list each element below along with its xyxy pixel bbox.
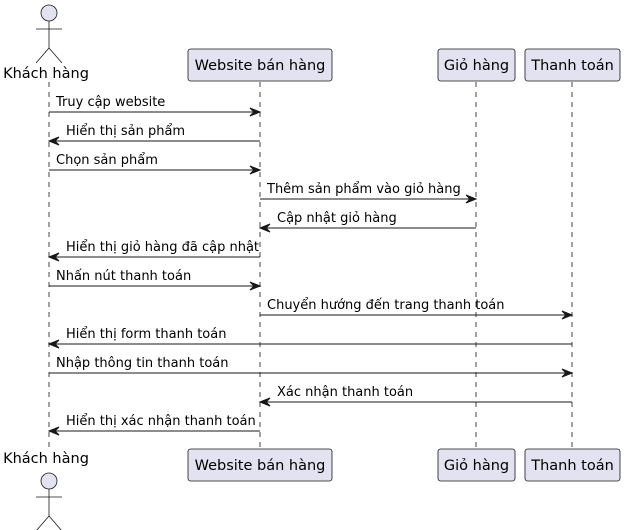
message-label: Truy cập website: [55, 95, 165, 110]
participant-box: [437, 448, 516, 482]
actor-bottom: Khách hàng: [3, 451, 89, 530]
arrowhead-icon: [249, 107, 262, 117]
participant-box: [524, 448, 621, 482]
arrowhead-icon: [47, 339, 60, 349]
message-label: Chuyển hướng đến trang thanh toán: [267, 298, 505, 313]
arrowhead-icon: [465, 194, 478, 204]
message-2: Hiển thị sản phẩm: [47, 124, 260, 146]
participant-box: [187, 48, 333, 82]
participant-label: Thanh toán: [530, 58, 614, 74]
messages: Truy cập website Hiển thị sản phẩm Chọn sả…: [47, 95, 574, 436]
message-5: Cập nhật giỏ hàng: [258, 211, 476, 233]
message-label: Hiển thị sản phẩm: [66, 124, 185, 139]
message-label: Thêm sản phẩm vào giỏ hàng: [266, 182, 461, 197]
arrowhead-icon: [47, 136, 60, 146]
actor-top: Khách hàng: [3, 4, 89, 82]
participant-box: [187, 448, 333, 482]
arrowhead-icon: [258, 223, 271, 233]
message-label: Nhấn nút thanh toán: [56, 269, 191, 284]
participant-payment-bottom: Thanh toán: [524, 448, 621, 482]
message-3: Chọn sản phẩm: [49, 153, 262, 175]
message-11: Xác nhận thanh toán: [258, 385, 572, 407]
message-label: Nhập thông tin thanh toán: [56, 356, 228, 371]
participant-website-top: Website bán hàng: [187, 48, 333, 82]
message-label: Chọn sản phẩm: [56, 153, 158, 168]
message-label: Hiển thị xác nhận thanh toán: [66, 414, 256, 429]
arrowhead-icon: [47, 252, 60, 262]
participant-label: Website bán hàng: [195, 458, 326, 474]
actor-icon: [35, 4, 63, 64]
message-label: Xác nhận thanh toán: [277, 385, 413, 400]
participant-label: Website bán hàng: [195, 58, 326, 74]
message-4: Thêm sản phẩm vào giỏ hàng: [260, 182, 478, 204]
arrowhead-icon: [249, 281, 262, 291]
actor-icon: [36, 472, 62, 530]
message-10: Nhập thông tin thanh toán: [49, 356, 574, 378]
message-9: Hiển thị form thanh toán: [47, 327, 572, 349]
participant-label: Thanh toán: [530, 458, 614, 474]
lifelines: [48, 82, 573, 449]
participant-box: [524, 48, 621, 82]
participant-box: [437, 48, 516, 82]
message-label: Hiển thị giỏ hàng đã cập nhật: [66, 240, 259, 255]
arrowhead-icon: [47, 426, 60, 436]
arrowhead-icon: [561, 368, 574, 378]
message-label: Hiển thị form thanh toán: [66, 327, 226, 342]
message-7: Nhấn nút thanh toán: [49, 269, 262, 291]
participant-cart-top: Giỏ hàng: [437, 48, 516, 82]
participant-payment-top: Thanh toán: [524, 48, 621, 82]
message-1: Truy cập website: [49, 95, 262, 117]
participant-label: Giỏ hàng: [444, 58, 509, 74]
participant-cart-bottom: Giỏ hàng: [437, 448, 516, 482]
participant-label: Giỏ hàng: [444, 458, 509, 474]
message-12: Hiển thị xác nhận thanh toán: [47, 414, 260, 436]
participant-website-bottom: Website bán hàng: [187, 448, 333, 482]
participants: Khách hàng Khách hàng Website bán hàng Webs…: [3, 4, 621, 530]
actor-label: Khách hàng: [3, 66, 89, 82]
actor-label: Khách hàng: [3, 451, 89, 467]
arrowhead-icon: [561, 310, 574, 320]
arrowhead-icon: [258, 397, 271, 407]
arrowhead-icon: [249, 165, 262, 175]
message-8: Chuyển hướng đến trang thanh toán: [260, 298, 574, 320]
message-label: Cập nhật giỏ hàng: [277, 211, 397, 226]
message-6: Hiển thị giỏ hàng đã cập nhật: [47, 240, 260, 262]
